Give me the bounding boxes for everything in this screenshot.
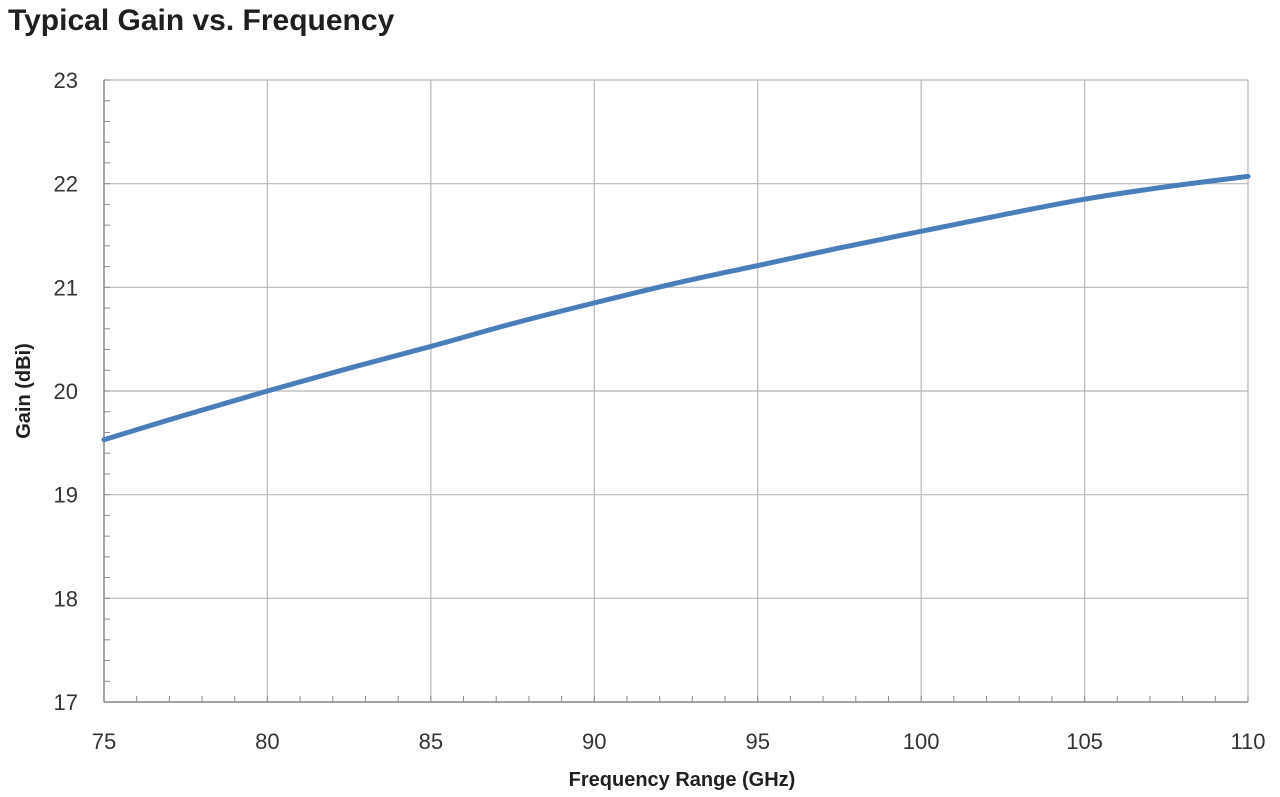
x-tick-label-105: 105 (1066, 729, 1103, 754)
x-axis-title: Frequency Range (GHz) (569, 769, 796, 791)
chart-title: Typical Gain vs. Frequency (8, 4, 395, 37)
y-axis-title: Gain (dBi) (13, 343, 35, 439)
y-tick-label-19: 19 (54, 483, 78, 508)
y-tick-labels: 17 18 19 20 21 22 23 (54, 68, 78, 715)
series-layer (101, 173, 1251, 443)
y-tick-label-17: 17 (54, 690, 78, 715)
y-tick-label-20: 20 (54, 379, 78, 404)
x-tick-label-90: 90 (582, 729, 606, 754)
y-tick-label-21: 21 (54, 275, 78, 300)
y-tick-label-18: 18 (54, 586, 78, 611)
x-tick-label-100: 100 (903, 729, 940, 754)
x-tick-label-110: 110 (1230, 729, 1265, 754)
gain-series-line (101, 173, 1251, 443)
x-tick-labels: 75 80 85 90 95 100 105 110 (92, 729, 1266, 754)
x-tick-label-80: 80 (255, 729, 279, 754)
x-tick-label-75: 75 (92, 729, 116, 754)
x-tick-label-85: 85 (419, 729, 443, 754)
y-tick-label-23: 23 (54, 68, 78, 93)
minor-ticks (103, 79, 1249, 703)
x-tick-label-95: 95 (745, 729, 769, 754)
y-tick-label-22: 22 (54, 172, 78, 197)
